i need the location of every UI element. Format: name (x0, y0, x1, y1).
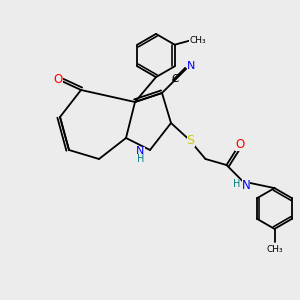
Text: S: S (187, 134, 194, 148)
Text: CH₃: CH₃ (266, 244, 283, 253)
Text: H: H (233, 179, 240, 189)
Text: O: O (236, 138, 244, 152)
Text: N: N (242, 178, 250, 192)
Text: C: C (172, 74, 179, 84)
Text: N: N (187, 61, 196, 71)
Text: CH₃: CH₃ (190, 36, 206, 45)
Text: H: H (137, 154, 144, 164)
Text: O: O (53, 73, 62, 86)
Text: N: N (136, 146, 145, 157)
